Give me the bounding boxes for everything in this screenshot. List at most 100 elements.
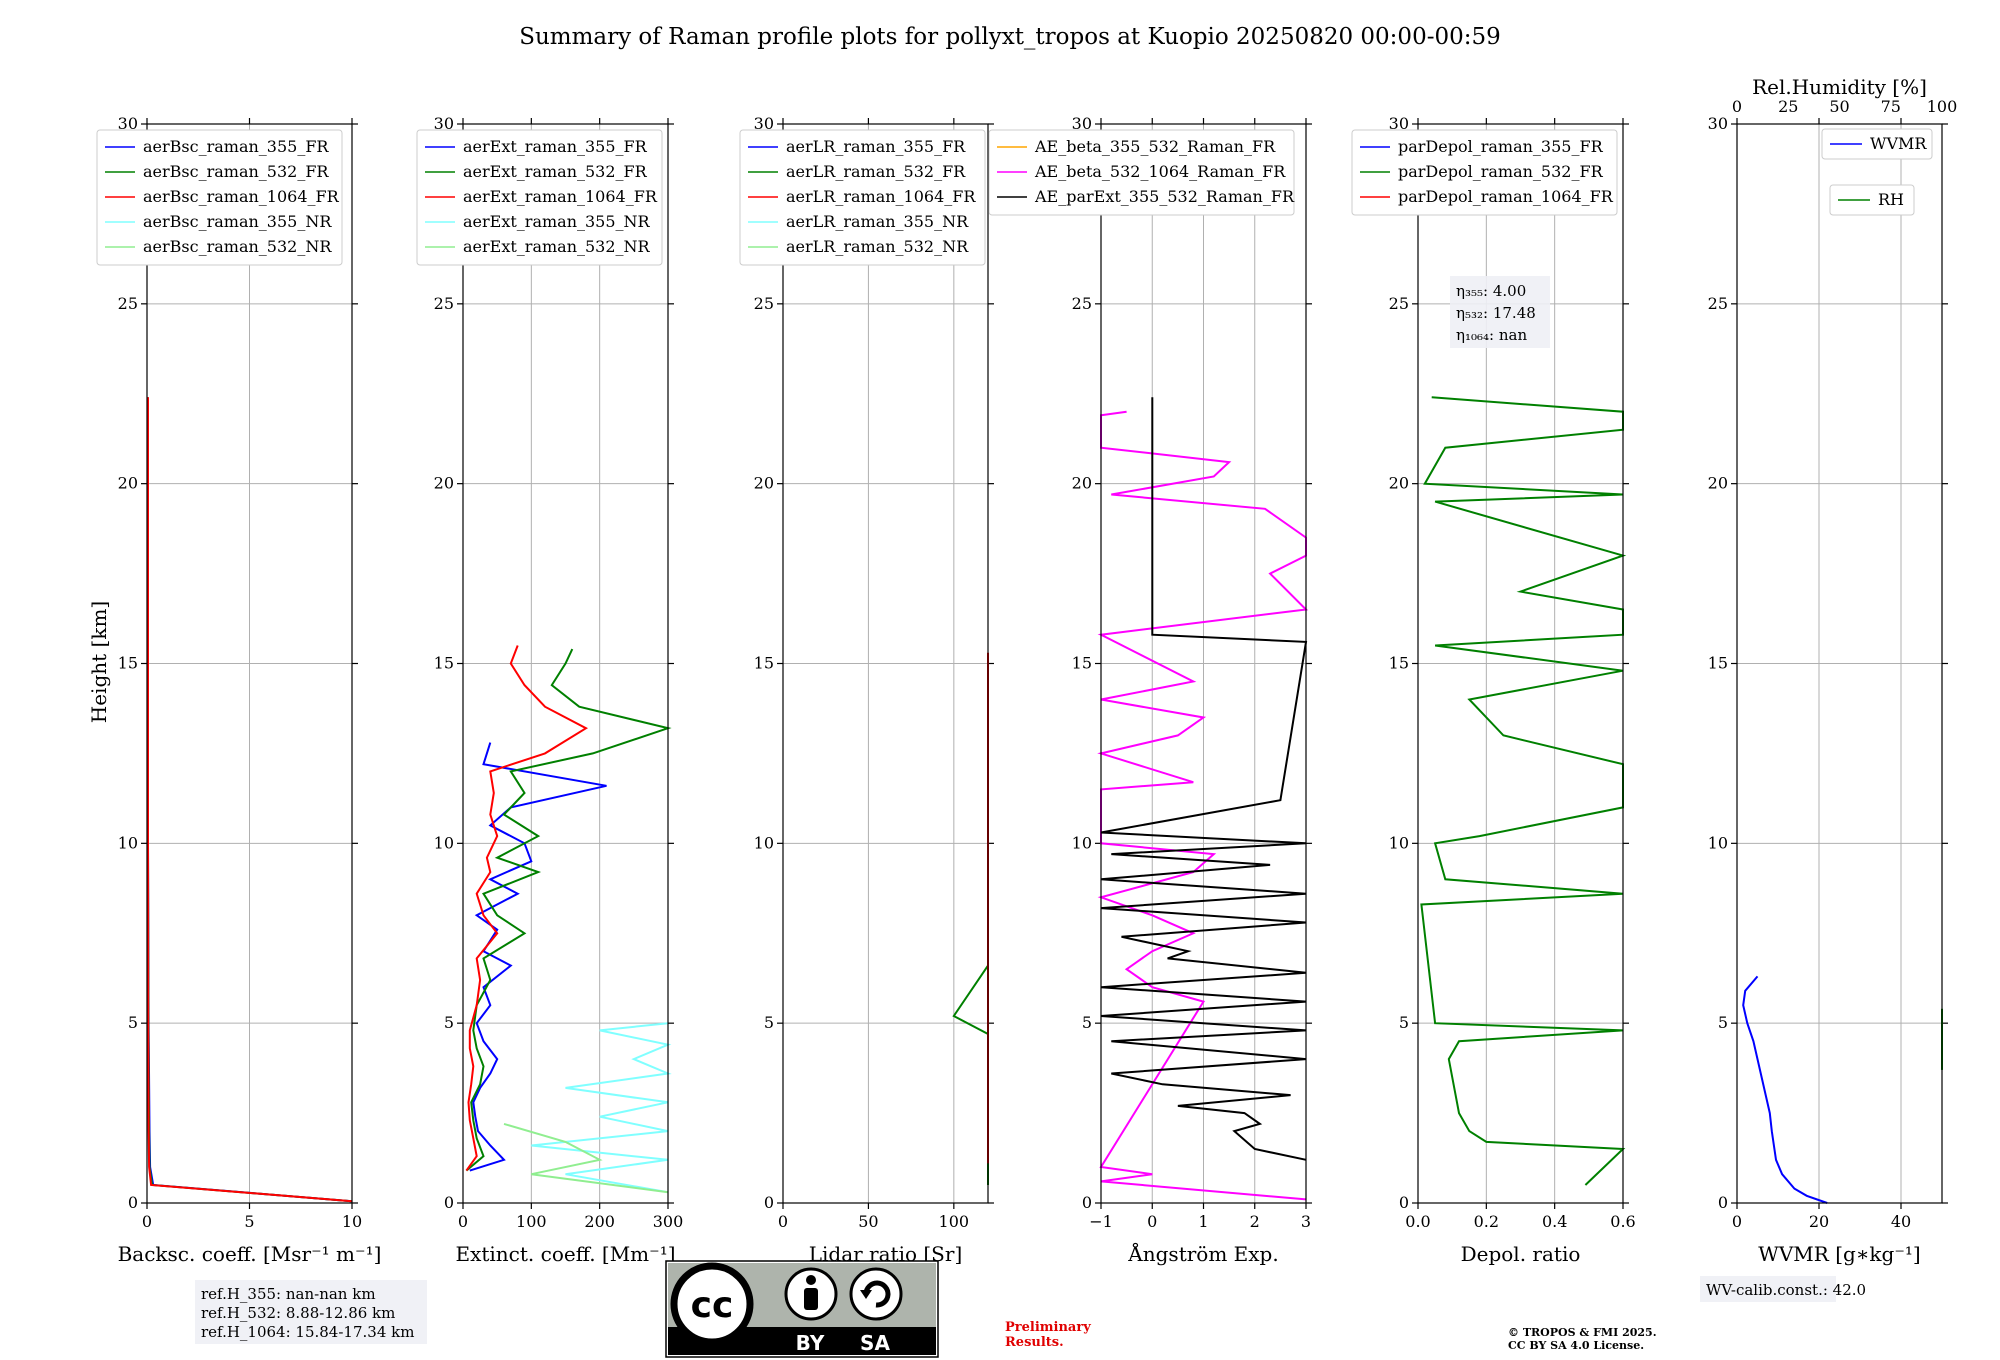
legend-entry: aerBsc_raman_355_NR [143, 212, 332, 231]
axes-frame [146, 123, 353, 1204]
y-tick-label: 20 [1389, 474, 1409, 493]
eta-box: η₃₅₅: 4.00 η₅₃₂: 17.48 η₁₀₆₄: nan [1450, 276, 1550, 348]
x-axis-label: Depol. ratio [1461, 1242, 1581, 1266]
y-axis-label: Height [km] [87, 601, 111, 723]
x-tick-label: 0 [142, 1212, 152, 1231]
x-tick-label: 200 [584, 1212, 615, 1231]
gridlines [463, 124, 668, 1203]
legend-box [1351, 129, 1618, 216]
axes-frame [1100, 123, 1307, 1204]
series-line-aerLR_raman_532_FR [952, 670, 989, 1185]
x-tick-label: 0 [778, 1212, 788, 1231]
y-tick-label: 25 [434, 294, 454, 313]
cc-text: cc [691, 1285, 734, 1326]
figure-title: Summary of Raman profile plots for polly… [519, 24, 1501, 50]
legend-entry: aerExt_raman_355_NR [463, 212, 651, 231]
legend-box-rh [1829, 184, 1915, 216]
legend: aerBsc_raman_355_FR aerBsc_raman_532_FRae… [96, 129, 343, 266]
wv-calib-label: WV-calib.const.: 42.0 [1706, 1281, 1866, 1299]
series-line-WVMR [1742, 975, 1828, 1204]
ref-height-355: ref.H_355: nan-nan km [201, 1285, 376, 1303]
x-tick-label: 10 [342, 1212, 362, 1231]
legend-entry: aerLR_raman_532_NR [786, 237, 969, 256]
y-tick-label: 5 [764, 1013, 774, 1032]
x-tick-label: 300 [653, 1212, 684, 1231]
y-tick-label: 25 [118, 294, 138, 313]
eta-532: η₅₃₂: 17.48 [1456, 304, 1536, 322]
x-axis-label: Ångström Exp. [1127, 1241, 1278, 1266]
secondary-x-tick-label: 0 [1732, 97, 1742, 116]
y-tick-label: 15 [118, 654, 138, 673]
y-tick-label: 30 [118, 114, 138, 133]
x-tick-label: 1 [1198, 1212, 1208, 1231]
y-tick-label: 25 [1708, 294, 1728, 313]
y-tick-label: 30 [1389, 114, 1409, 133]
legend-entry: aerExt_raman_532_NR [463, 237, 651, 256]
x-tick-label: 5 [244, 1212, 254, 1231]
legend-box [988, 129, 1295, 216]
x-tick-label: 40 [1891, 1212, 1911, 1231]
legend-box-wvmr [1821, 128, 1933, 160]
x-tick-label: 0 [1732, 1212, 1742, 1231]
axes-frame [782, 123, 989, 1204]
axes-frame [1417, 123, 1624, 1204]
legend-entry: WVMR [1870, 134, 1927, 153]
legend-entry: parDepol_raman_1064_FR [1398, 187, 1614, 206]
y-tick-label: 20 [118, 474, 138, 493]
legend-entry: aerBsc_raman_532_FR [143, 162, 329, 181]
axes-frame [462, 123, 669, 1204]
sa-share-icon [849, 1267, 903, 1321]
y-tick-label: 5 [1718, 1013, 1728, 1032]
secondary-x-tick-label: 25 [1778, 97, 1798, 116]
x-tick-label: 0.0 [1405, 1212, 1430, 1231]
x-tick-label: 0 [458, 1212, 468, 1231]
cc-license-badge: cc BY SA [665, 1260, 939, 1358]
legend-box [739, 129, 986, 266]
y-tick-label: 20 [1708, 474, 1728, 493]
series-line-parDepol_raman_532_FR [1420, 396, 1627, 1186]
x-axis-label: WVMR [g∗kg⁻¹] [1758, 1242, 1920, 1266]
ticks: 0 5 10 15 20 25 30 0 50 100 [754, 114, 994, 1231]
y-tick-label: 0 [128, 1193, 138, 1212]
y-tick-label: 10 [1708, 833, 1728, 852]
series-line-aerExt_raman_532_NR [503, 1122, 669, 1194]
axes-frame [1736, 123, 1943, 1204]
ticks: 0 5 10 15 20 25 30 0 5 10 [118, 114, 363, 1231]
ref-height-box: ref.H_355: nan-nan km ref.H_532: 8.88-12… [195, 1280, 427, 1344]
legend-entry: parDepol_raman_532_FR [1398, 162, 1604, 181]
y-tick-label: 0 [1718, 1193, 1728, 1212]
x-tick-label: 0.6 [1610, 1212, 1635, 1231]
series-group [1742, 975, 1943, 1204]
eta-1064: η₁₀₆₄: nan [1456, 326, 1527, 344]
legend: WVMR RH [1821, 128, 1933, 216]
ticks: 0 5 10 15 20 25 30 0 20 40 [1708, 114, 1948, 1231]
copyright-line-2: CC BY SA 4.0 License. [1508, 1339, 1644, 1352]
legend-box [96, 129, 343, 266]
y-tick-label: 5 [1082, 1013, 1092, 1032]
series-line-aerExt_raman_1064_FR [465, 645, 589, 1172]
gridlines [783, 124, 988, 1203]
y-tick-label: 25 [754, 294, 774, 313]
x-tick-label: 3 [1301, 1212, 1311, 1231]
legend-entry: aerLR_raman_1064_FR [786, 187, 976, 206]
y-tick-label: 0 [1082, 1193, 1092, 1212]
y-tick-label: 10 [118, 833, 138, 852]
secondary-x-tick-label: 100 [1927, 97, 1958, 116]
y-tick-label: 15 [1389, 654, 1409, 673]
sa-label: SA [860, 1331, 890, 1355]
secondary-x-tick-label: 75 [1881, 97, 1901, 116]
y-tick-label: 0 [1399, 1193, 1409, 1212]
gridlines [147, 124, 352, 1203]
ticks: 0 5 10 15 20 25 30 0.0 0.2 0.4 0.6 [1389, 114, 1636, 1231]
y-tick-label: 15 [1072, 654, 1092, 673]
gridlines [1101, 124, 1306, 1203]
legend-entry: aerBsc_raman_355_FR [143, 137, 329, 156]
series-line-aerExt_raman_355_FR [469, 742, 607, 1172]
y-tick-label: 20 [434, 474, 454, 493]
cc-icon [670, 1262, 754, 1346]
